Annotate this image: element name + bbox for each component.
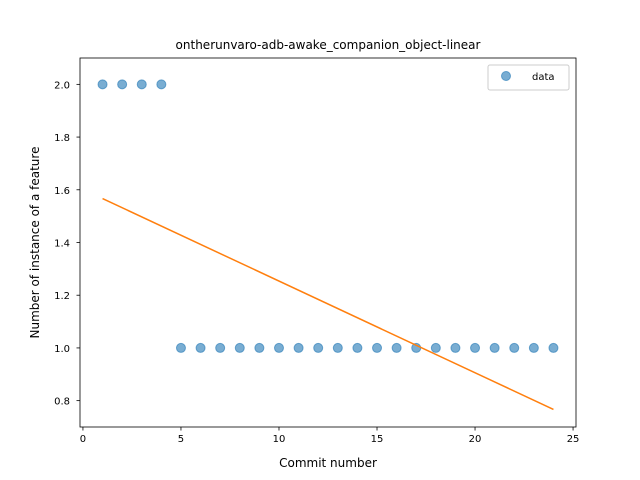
data-point (195, 342, 206, 353)
plot-area (97, 79, 559, 411)
chart-title: ontherunvaro-adb-awake_companion_object-… (176, 38, 481, 52)
legend-box (487, 64, 570, 91)
data-point (156, 79, 167, 90)
x-axis-label: Commit number (279, 456, 377, 470)
y-axis-label: Number of instance of a feature (28, 147, 42, 339)
y-tick-label: 1.8 (54, 133, 70, 144)
data-point (430, 342, 441, 353)
legend: data (487, 64, 570, 91)
data-point (372, 342, 383, 353)
data-point (450, 342, 461, 353)
x-tick-label: 10 (273, 434, 286, 445)
x-tick-label: 20 (469, 434, 482, 445)
data-point (254, 342, 265, 353)
y-tick-label: 2.0 (54, 80, 70, 91)
y-tick-label: 0.8 (54, 397, 70, 408)
y-tick-label: 1.2 (54, 291, 70, 302)
data-point (273, 342, 284, 353)
data-point (391, 342, 402, 353)
x-tick-label: 0 (80, 434, 86, 445)
data-point (215, 342, 226, 353)
data-point (293, 342, 304, 353)
legend-label-data: data (532, 72, 555, 83)
data-point (234, 342, 245, 353)
y-tick-label: 1.6 (54, 186, 70, 197)
axis-ticks: 0 5 10 15 20 25 0.8 1.0 1.2 1.4 1.6 1.8 2.0 (54, 80, 579, 445)
x-tick-label: 15 (371, 434, 384, 445)
fit-line (102, 197, 554, 411)
data-point (332, 342, 343, 353)
x-tick-label: 5 (178, 434, 184, 445)
x-tick-label: 25 (567, 434, 580, 445)
data-point (117, 79, 128, 90)
data-point (97, 79, 108, 90)
y-tick-label: 1.0 (54, 344, 70, 355)
data-point (470, 342, 481, 353)
y-tick-label: 1.4 (54, 239, 70, 250)
legend-marker (501, 71, 511, 81)
data-point (548, 342, 559, 353)
data-point (352, 342, 363, 353)
data-point (489, 342, 500, 353)
data-point (509, 342, 520, 353)
data-point (313, 342, 324, 353)
data-point (528, 342, 539, 353)
data-point (136, 79, 147, 90)
data-point (175, 342, 186, 353)
